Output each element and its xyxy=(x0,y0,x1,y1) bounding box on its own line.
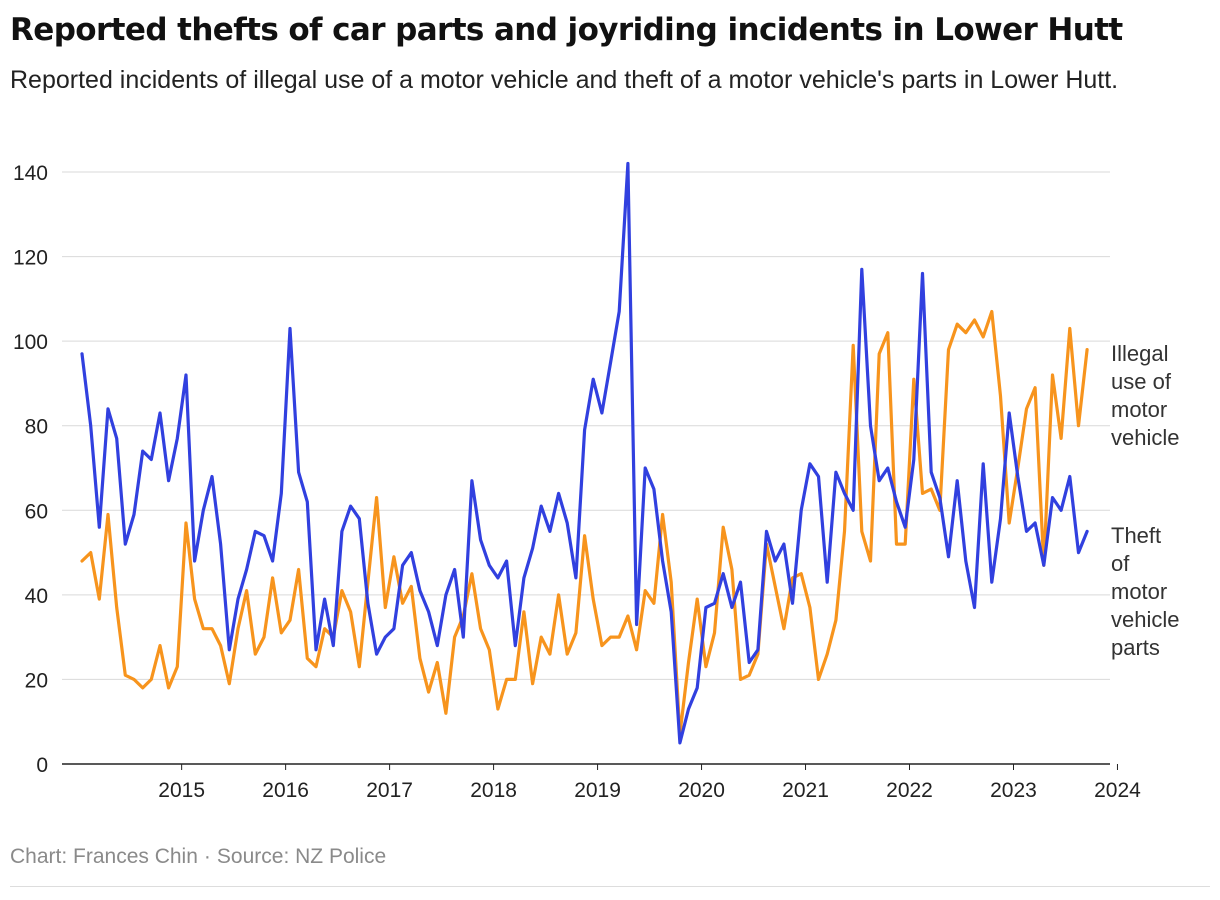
line-chart: 0 20 40 60 80 100 120 140 2015 2016 2017 2018 2019 20… xyxy=(13,161,1179,802)
series-label: vehicle xyxy=(1111,425,1179,450)
series-label: Illegal xyxy=(1111,341,1168,366)
series-line-illegal-use xyxy=(80,309,1089,737)
footer-separator: · xyxy=(203,845,211,868)
x-tick-label: 2023 xyxy=(990,779,1037,802)
y-tick-label: 100 xyxy=(13,331,48,354)
chart-credit: Chart: Frances Chin xyxy=(10,845,198,868)
series-label: of xyxy=(1111,551,1130,576)
chart-subtitle: Reported incidents of illegal use of a m… xyxy=(10,66,1119,94)
x-tick-label: 2015 xyxy=(158,779,205,802)
y-tick-label: 120 xyxy=(13,247,48,270)
x-tick-label: 2022 xyxy=(886,779,933,802)
x-tick-label: 2017 xyxy=(366,779,413,802)
series-label: motor xyxy=(1111,397,1167,422)
y-tick-label: 140 xyxy=(13,162,48,185)
series-label: motor xyxy=(1111,579,1167,604)
x-tick-label: 2018 xyxy=(470,779,517,802)
chart-title: Reported thefts of car parts and joyridi… xyxy=(10,12,1123,48)
x-tick-label: 2024 xyxy=(1094,779,1141,802)
series-line-theft-of-parts xyxy=(80,161,1089,745)
y-tick-label: 40 xyxy=(25,585,48,608)
footer-divider xyxy=(10,886,1210,887)
chart-source: Source: NZ Police xyxy=(216,845,387,868)
series-label: parts xyxy=(1111,635,1160,660)
x-tick-label: 2021 xyxy=(782,779,829,802)
y-tick-label: 80 xyxy=(25,416,48,439)
y-tick-label: 0 xyxy=(36,754,48,777)
series-label: use of xyxy=(1111,369,1172,394)
series-label: vehicle xyxy=(1111,607,1179,632)
series-label: Theft xyxy=(1111,523,1161,548)
x-tick-label: 2016 xyxy=(262,779,309,802)
chart-footer: Chart: Frances Chin · Source: NZ Police xyxy=(10,845,386,869)
x-tick-label: 2020 xyxy=(678,779,725,802)
y-tick-label: 20 xyxy=(25,669,48,692)
x-tick-label: 2019 xyxy=(574,779,621,802)
y-tick-label: 60 xyxy=(25,500,48,523)
